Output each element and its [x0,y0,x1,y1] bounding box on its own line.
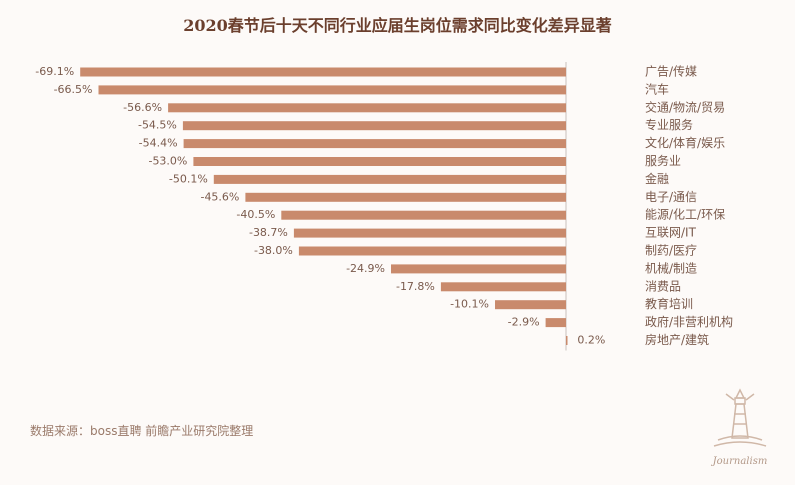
category-label: 机械/制造 [645,260,697,275]
bar-value-label: -24.9% [346,262,385,275]
bar [168,103,566,113]
category-label: 互联网/IT [645,226,697,240]
bar-value-label: -10.1% [450,298,489,311]
category-label: 金融 [645,171,669,186]
logo-text: Journalism [712,456,768,467]
bar [245,192,566,202]
bar [80,67,566,77]
lighthouse-icon [713,388,767,447]
bar [182,121,566,131]
bar [281,210,566,220]
bar-value-label: -17.8% [396,280,435,293]
bar-value-label: -45.6% [200,190,239,203]
bar-value-label: -40.5% [236,208,275,221]
chart-title: 2020春节后十天不同行业应届生岗位需求同比变化差异显著 [183,16,612,35]
category-label: 服务业 [645,153,681,168]
bar [183,139,566,149]
bar-value-label: -2.9% [508,316,540,329]
bar [391,264,566,274]
category-label: 汽车 [645,81,669,96]
category-label: 文化/体育/娱乐 [645,135,725,150]
journalism-logo: Journalism [700,380,780,475]
category-label: 能源/化工/环保 [645,208,725,222]
category-label: 制药/医疗 [645,244,697,258]
category-label: 交通/物流/贸易 [645,99,725,114]
category-label: 专业服务 [645,117,693,132]
bar-value-label: -56.6% [123,101,162,114]
bar-value-label: -38.0% [254,244,293,257]
bar-value-label: -54.5% [138,119,177,132]
bar [98,85,566,95]
bar [193,157,566,166]
category-label: 广告/传媒 [645,64,697,79]
category-label: 电子/通信 [645,190,697,204]
bar-value-label: 0.2% [577,334,605,347]
bar [213,174,567,184]
bar [293,228,566,238]
bar-value-label: -54.4% [139,137,178,150]
bar-value-label: -38.7% [249,226,288,239]
category-label: 房地产/建筑 [645,332,709,347]
bar [495,300,566,310]
data-source-note: 数据来源：boss直聘 前瞻产业研究院整理 [30,424,254,438]
bar-value-label: -66.5% [54,83,93,96]
bar [566,336,568,345]
bar-value-label: -50.1% [169,172,208,185]
bar-value-label: -69.1% [35,65,74,78]
bar [298,246,566,256]
category-label: 政府/非营利机构 [645,314,733,329]
bar [545,318,566,328]
bar [440,282,566,292]
bar-value-label: -53.0% [148,155,187,168]
category-label: 教育培训 [645,296,693,311]
category-label: 消费品 [645,279,681,293]
